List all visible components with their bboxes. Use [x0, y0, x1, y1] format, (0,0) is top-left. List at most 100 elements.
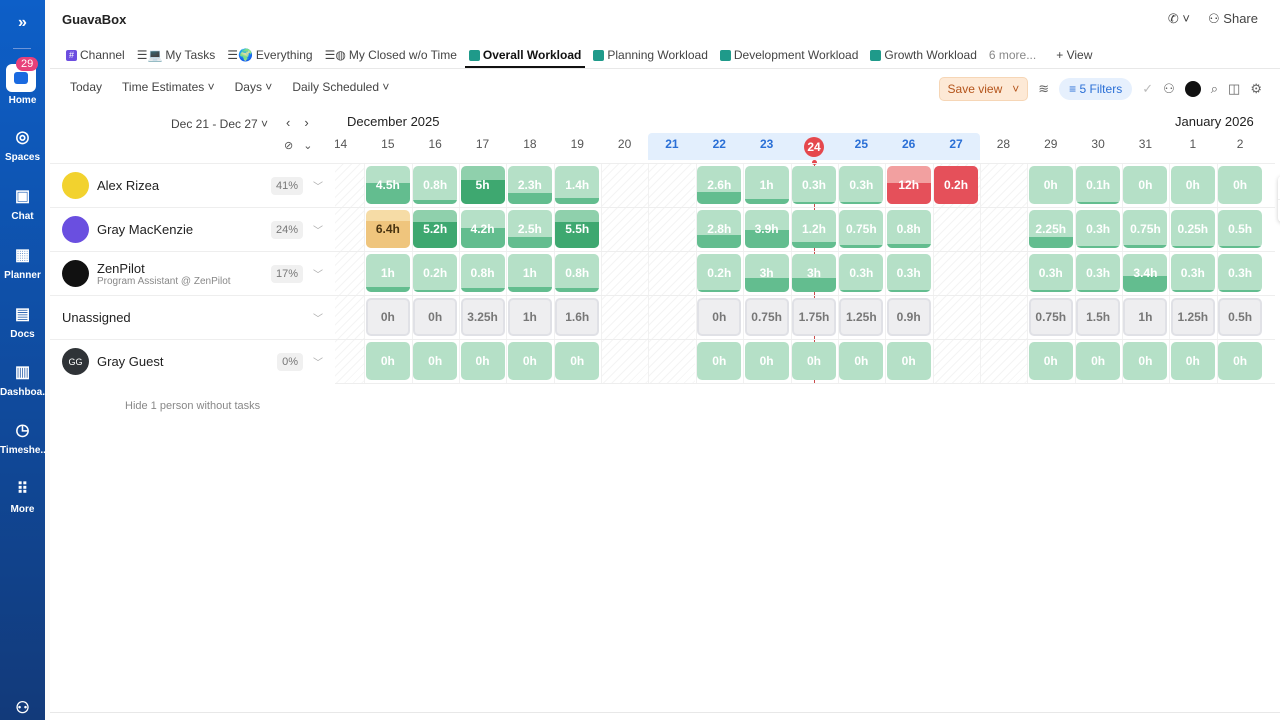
workload-cell[interactable]: 1.25h — [1170, 298, 1215, 336]
tab-planning-workload[interactable]: Planning Workload — [593, 42, 708, 68]
sidebar-toggle-icon[interactable]: ◫ — [1228, 81, 1241, 96]
workload-cell[interactable]: 0h — [1218, 166, 1263, 204]
workload-cell[interactable]: 1.2h — [792, 210, 836, 248]
call-icon[interactable]: ✆ ˅ — [1167, 11, 1191, 26]
workload-cell[interactable]: 0.8h — [555, 254, 600, 292]
eye-off-icon[interactable]: ⊘ — [284, 140, 294, 152]
workload-cell[interactable]: 0h — [886, 342, 931, 380]
tab-my-closed[interactable]: ☰◍ My Closed w/o Time — [325, 42, 457, 68]
workload-cell[interactable]: 3.9h — [744, 210, 789, 248]
workload-cell[interactable]: 1h — [744, 166, 789, 204]
workload-cell[interactable]: 4.5h — [365, 166, 410, 204]
workload-cell[interactable]: 0h — [460, 342, 505, 380]
workload-cell[interactable]: 0h — [1123, 342, 1168, 380]
workload-cell[interactable]: 0.75h — [744, 298, 789, 336]
filters-button[interactable]: ≡ 5 Filters — [1059, 78, 1133, 100]
days-dropdown[interactable]: Days ˅ — [234, 80, 273, 94]
workload-cell[interactable]: 0.5h — [1218, 298, 1263, 336]
workload-cell[interactable]: 1h — [1123, 298, 1168, 336]
rail-chat[interactable]: ▣ Chat — [0, 186, 45, 222]
workload-cell[interactable]: 0.75h — [1028, 298, 1073, 336]
rail-home[interactable]: Home — [0, 95, 45, 106]
workload-cell[interactable]: 2.3h — [507, 166, 552, 204]
gear-icon[interactable]: ⚙ — [1250, 81, 1262, 96]
workload-cell[interactable]: 0h — [1170, 342, 1215, 380]
workload-cell[interactable]: 0.75h — [1123, 210, 1168, 248]
workload-cell[interactable]: 2.5h — [507, 210, 552, 248]
workload-cell[interactable]: 0.8h — [886, 210, 931, 248]
workload-cell[interactable]: 0.3h — [1028, 254, 1073, 292]
workload-cell[interactable]: 0.25h — [1170, 210, 1215, 248]
workload-cell[interactable]: 0h — [1170, 166, 1215, 204]
workload-cell[interactable]: 3.4h — [1123, 254, 1168, 292]
workload-cell[interactable]: 0.3h — [1076, 254, 1121, 292]
workload-cell[interactable]: 5h — [460, 166, 505, 204]
workload-cell[interactable]: 0.3h — [1076, 210, 1121, 248]
workload-cell[interactable]: 0h — [1123, 166, 1168, 204]
workload-cell[interactable]: 0.2h — [413, 254, 458, 292]
tab-my-tasks[interactable]: ☰💻 My Tasks — [137, 42, 216, 68]
workload-cell[interactable]: 0.3h — [792, 166, 836, 204]
chevron-down-icon[interactable]: ﹀ — [313, 314, 323, 325]
workload-cell[interactable]: 6.4h — [365, 210, 410, 248]
rail-docs[interactable]: ▤ Docs — [0, 304, 45, 340]
workload-cell[interactable]: 5.2h — [413, 210, 458, 248]
rail-more[interactable]: ⠿ More — [0, 479, 45, 515]
person-row[interactable]: Unassigned ﹀ — [50, 295, 335, 339]
workload-cell[interactable]: 0.3h — [839, 166, 884, 204]
workload-cell[interactable]: 3h — [744, 254, 789, 292]
workload-cell[interactable]: 4.2h — [460, 210, 505, 248]
workload-cell[interactable]: 1.4h — [555, 166, 600, 204]
workload-cell[interactable]: 0.3h — [886, 254, 931, 292]
workload-cell[interactable]: 0h — [697, 342, 742, 380]
more-views[interactable]: 6 more... — [989, 42, 1036, 68]
workload-cell[interactable]: 0h — [413, 342, 458, 380]
workload-cell[interactable]: 0h — [697, 298, 742, 336]
workload-cell[interactable]: 0.3h — [839, 254, 884, 292]
chevron-down-icon[interactable]: ﹀ — [313, 358, 323, 369]
date-range-dropdown[interactable]: Dec 21 - Dec 27 ˅ — [171, 117, 269, 131]
today-button[interactable]: Today — [70, 80, 103, 94]
person-row[interactable]: ZenPilot Program Assistant @ ZenPilot 17% ﹀ — [50, 251, 335, 295]
workload-cell[interactable]: 2.25h — [1028, 210, 1073, 248]
workload-cell[interactable]: 0h — [1028, 342, 1073, 380]
person-row[interactable]: GG Gray Guest 0% ﹀ — [50, 339, 335, 383]
chevron-down-icon[interactable]: ˅ — [1012, 82, 1020, 96]
hide-people-link[interactable]: Hide 1 person without tasks — [125, 400, 261, 412]
rail-timesheets[interactable]: ◷ Timeshe.. — [0, 420, 46, 456]
workload-cell[interactable]: 0h — [1076, 342, 1121, 380]
workload-cell[interactable]: 12h — [886, 166, 931, 204]
workload-cell[interactable]: 2.8h — [697, 210, 742, 248]
chevron-down-icon[interactable]: ﹀ — [313, 182, 323, 193]
expand-icon[interactable]: » — [18, 14, 27, 31]
workload-cell[interactable]: 0.2h — [697, 254, 742, 292]
rail-dashboards[interactable]: ▥ Dashboa.. — [0, 362, 48, 398]
workload-cell[interactable]: 2.6h — [697, 166, 742, 204]
workload-cell[interactable]: 1h — [365, 254, 410, 292]
workload-cell[interactable]: 5.5h — [555, 210, 600, 248]
workload-cell[interactable]: 0h — [365, 342, 410, 380]
workload-cell[interactable]: 1.5h — [1076, 298, 1121, 336]
zoom-out-button[interactable]: − — [1278, 199, 1280, 222]
workload-cell[interactable]: 0h — [555, 342, 600, 380]
rail-spaces[interactable]: ◎ Spaces — [0, 127, 45, 163]
workload-cell[interactable]: 1.6h — [555, 298, 600, 336]
workload-cell[interactable]: 0.3h — [1218, 254, 1263, 292]
workload-cell[interactable]: 0.2h — [934, 166, 979, 204]
person-row[interactable]: Gray MacKenzie 24% ﹀ — [50, 207, 335, 251]
share-button[interactable]: ⚇ Share — [1208, 11, 1258, 27]
rail-planner[interactable]: ▦ Planner — [0, 245, 45, 281]
search-icon[interactable]: ⌕ — [1210, 81, 1219, 96]
daily-scheduled-dropdown[interactable]: Daily Scheduled ˅ — [292, 80, 390, 94]
workload-cell[interactable]: 0.8h — [460, 254, 505, 292]
workload-cell[interactable]: 3h — [792, 254, 836, 292]
time-estimates-dropdown[interactable]: Time Estimates ˅ — [122, 80, 215, 94]
workload-cell[interactable]: 0.5h — [1218, 210, 1263, 248]
save-view-button[interactable]: Save view ˅ — [938, 77, 1029, 101]
workload-cell[interactable]: 1.25h — [839, 298, 884, 336]
assignees-icon[interactable]: ⚇ — [1163, 81, 1175, 96]
person-row[interactable]: Alex Rizea 41% ﹀ — [50, 163, 335, 207]
workload-cell[interactable]: 0.75h — [839, 210, 884, 248]
chevron-right-icon[interactable]: › — [304, 115, 309, 130]
check-circle-icon[interactable]: ✓ — [1142, 81, 1154, 96]
